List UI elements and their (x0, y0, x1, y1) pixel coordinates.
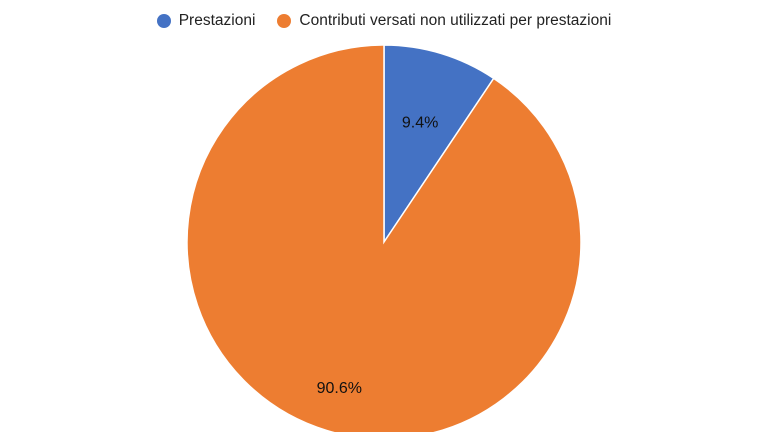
slice-contributi (186, 44, 582, 432)
slice-label-prestazioni: 9.4% (402, 114, 438, 131)
slice-prestazioni (383, 44, 495, 245)
legend: Prestazioni Contributi versati non utili… (0, 12, 768, 30)
slice-label-contributi: 90.6% (317, 380, 362, 397)
legend-item-prestazioni: Prestazioni (156, 12, 256, 30)
legend-marker-prestazioni (156, 14, 171, 28)
legend-marker-contributi (277, 14, 292, 28)
legend-item-contributi: Contributi versati non utilizzati per pr… (277, 12, 611, 30)
legend-label-contributi: Contributi versati non utilizzati per pr… (299, 12, 612, 29)
legend-label-prestazioni: Prestazioni (178, 12, 256, 29)
